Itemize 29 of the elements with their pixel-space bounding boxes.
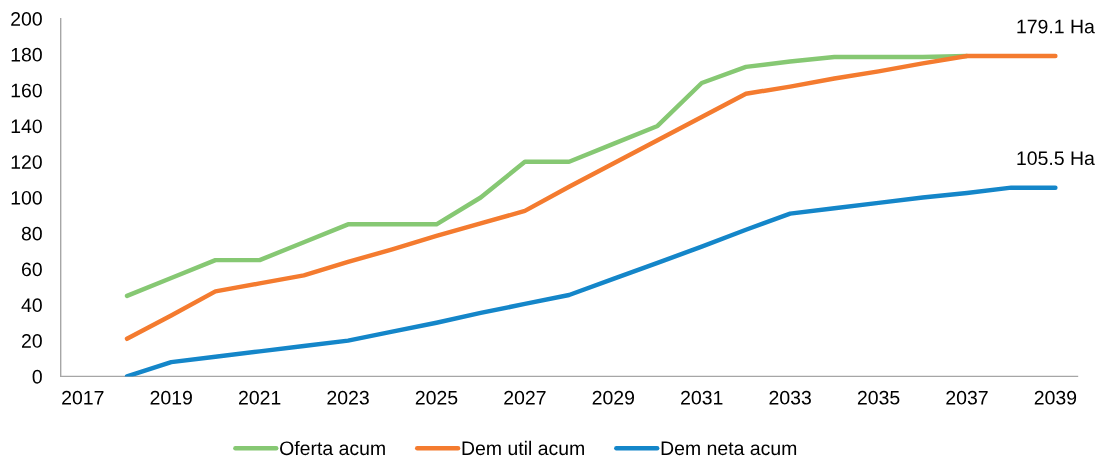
x-tick-label: 2031	[681, 390, 723, 405]
y-tick-label: 40	[21, 298, 42, 313]
annotation: 179.1 Ha	[1017, 19, 1095, 34]
y-tick-label: 140	[11, 119, 42, 134]
legend-label: Oferta acum	[280, 440, 385, 456]
x-tick-label: 2029	[592, 390, 635, 405]
y-tick-label: 80	[21, 226, 42, 241]
legend-label: Dem util acum	[462, 440, 584, 456]
x-tick-label: 2025	[415, 390, 458, 405]
y-tick-label: 60	[22, 262, 42, 277]
x-tick-label: 2035	[857, 390, 900, 405]
x-tick-label: 2019	[150, 390, 192, 405]
y-tick-label: 160	[11, 83, 42, 98]
legend-label: Dem neta acum	[661, 441, 797, 456]
y-tick-label: 100	[11, 190, 42, 205]
x-tick-label: 2037	[946, 390, 988, 405]
y-tick-label: 200	[11, 12, 42, 26]
x-tick-label: 2023	[327, 390, 369, 405]
y-tick-label: 120	[11, 155, 42, 169]
y-tick-label: 20	[22, 334, 42, 348]
annotation: 105.5 Ha	[1017, 151, 1095, 166]
x-tick-label: 2027	[504, 390, 546, 405]
line-series	[124, 185, 1058, 377]
y-tick-label: 0	[32, 369, 42, 384]
y-tick-label: 180	[11, 47, 42, 62]
x-tick-label: 2017	[62, 390, 104, 405]
x-tick-label: 2033	[769, 390, 811, 405]
x-tick-label: 2039	[1034, 390, 1077, 405]
x-tick-label: 2021	[238, 390, 281, 405]
